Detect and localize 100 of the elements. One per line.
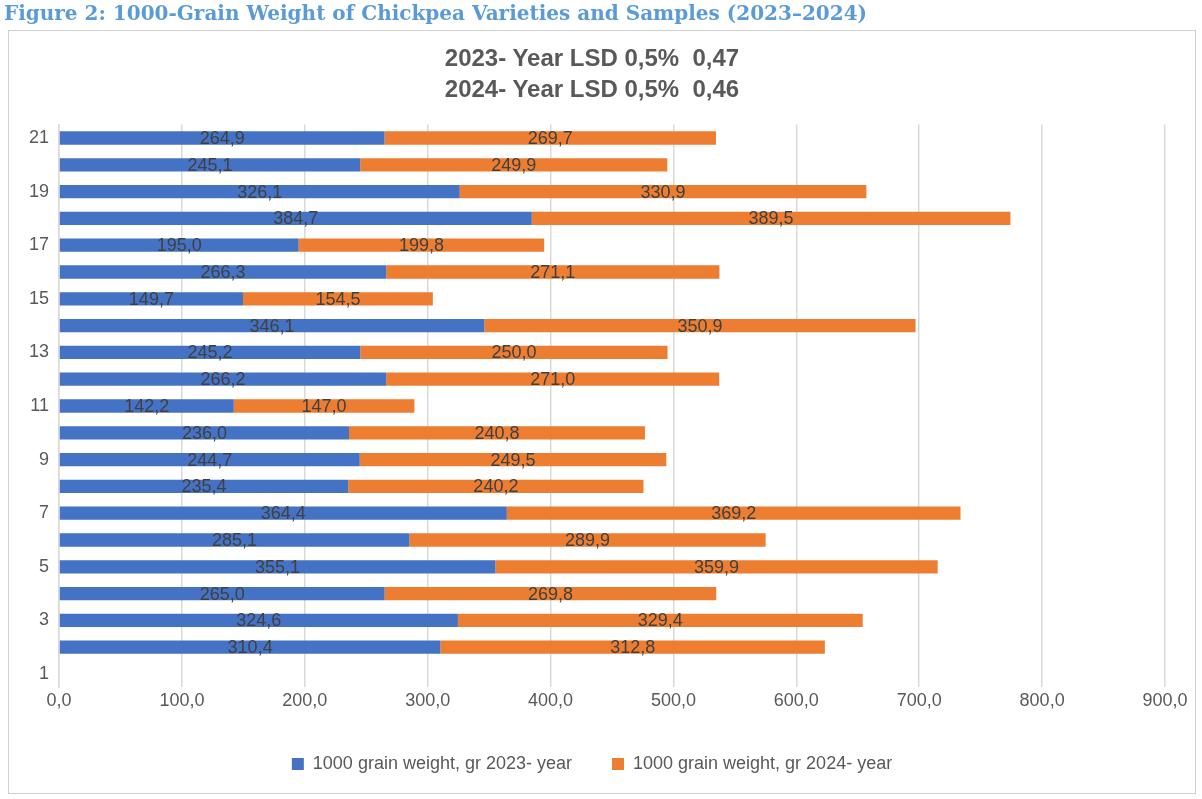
bar [440,640,825,654]
data-label: 312,8 [610,637,656,658]
data-label: 364,4 [260,503,306,524]
bar [59,184,460,199]
data-label: 244,7 [187,449,233,470]
bar [59,452,360,467]
data-label: 269,8 [527,583,573,604]
bar [457,613,863,628]
data-label: 369,2 [711,503,757,524]
data-label: 346,1 [249,315,295,336]
data-label: 330,9 [640,181,686,202]
bar [59,586,385,601]
legend-label: 1000 grain weight, gr 2023- year [312,752,573,773]
bar [531,211,1011,226]
data-label: 154,5 [315,288,361,309]
bar [59,479,349,494]
data-label: 266,3 [200,261,246,282]
data-label: 285,1 [212,529,258,550]
bar [409,533,766,547]
bar [384,586,717,601]
bar [386,265,720,279]
bar [233,399,415,413]
data-label: 324,6 [236,610,282,631]
data-label: 271,0 [530,369,576,390]
chart-subtitle: 2024- Year LSD 0,5% 0,46 [444,74,740,102]
x-tick-label: 400,0 [528,690,574,711]
y-tick-label: 15 [28,287,50,308]
bar [360,158,668,172]
bar [59,131,385,145]
data-label: 350,9 [677,315,723,336]
bar [59,613,458,628]
data-label: 326,1 [237,181,283,202]
y-tick-label: 5 [39,555,50,576]
bar [59,560,496,574]
caption: Figure 2: 1000-Grain Weight of Chickpea Varieties and Samples (2023–2024) [3,0,869,26]
y-tick-label: 3 [39,609,50,630]
bar [384,131,716,145]
bar [59,265,387,279]
data-label: 269,7 [527,127,573,148]
data-label: 266,2 [200,369,246,390]
data-label: 355,1 [255,556,301,577]
bar [59,506,507,520]
bar [506,506,961,520]
y-tick-label: 21 [28,126,50,147]
bar [359,452,667,467]
bar [484,318,916,333]
bar [59,211,532,226]
data-label: 149,7 [128,288,174,309]
x-tick-label: 0,0 [46,690,72,711]
y-tick-label: 9 [39,448,50,469]
legend-label: 1000 grain weight, gr 2024- year [633,752,893,773]
x-tick-label: 700,0 [896,690,942,711]
y-tick-label: 11 [30,394,50,415]
y-tick-label: 1 [39,662,50,683]
data-label: 250,0 [491,342,537,363]
bar [59,318,485,333]
bar [349,426,645,440]
data-label: 271,1 [530,261,576,282]
bar [59,426,350,440]
x-tick-label: 100,0 [159,690,205,711]
bar [59,533,410,547]
data-label: 249,9 [491,154,537,175]
bar [59,640,441,654]
data-label: 195,0 [156,235,202,256]
data-label: 245,1 [187,154,233,175]
data-label: 265,0 [199,583,245,604]
y-tick-label: 13 [28,341,50,362]
data-label: 240,8 [474,422,520,443]
y-tick-label: 17 [28,234,50,255]
data-label: 236,0 [181,422,227,443]
chart-title: 2023- Year LSD 0,5% 0,47 [444,44,740,72]
x-tick-label: 200,0 [282,690,328,711]
data-label: 249,5 [490,449,536,470]
data-label: 384,7 [273,208,319,229]
data-label: 289,9 [564,529,611,550]
y-tick-label: 7 [39,502,50,523]
data-label: 310,4 [227,637,273,658]
bar [459,184,867,199]
data-label: 359,9 [694,556,740,577]
data-label: 142,2 [124,395,170,416]
bar [59,158,361,172]
x-tick-label: 800,0 [1019,690,1065,711]
bar [386,372,720,386]
data-label: 240,2 [473,476,519,497]
bar [360,345,668,360]
bar [59,345,361,360]
data-label: 147,0 [301,395,347,416]
x-tick-label: 500,0 [650,690,696,711]
y-tick-label: 19 [28,180,50,201]
x-tick-label: 900,0 [1142,690,1188,711]
x-tick-label: 300,0 [405,690,451,711]
bar [59,238,299,252]
data-label: 264,9 [199,127,245,148]
data-label: 235,4 [181,476,227,497]
bar [59,399,234,413]
x-tick-label: 600,0 [773,690,819,711]
data-label: 329,4 [637,610,683,631]
bar [495,560,938,574]
data-label: 389,5 [748,208,794,229]
data-label: 199,8 [398,235,444,256]
